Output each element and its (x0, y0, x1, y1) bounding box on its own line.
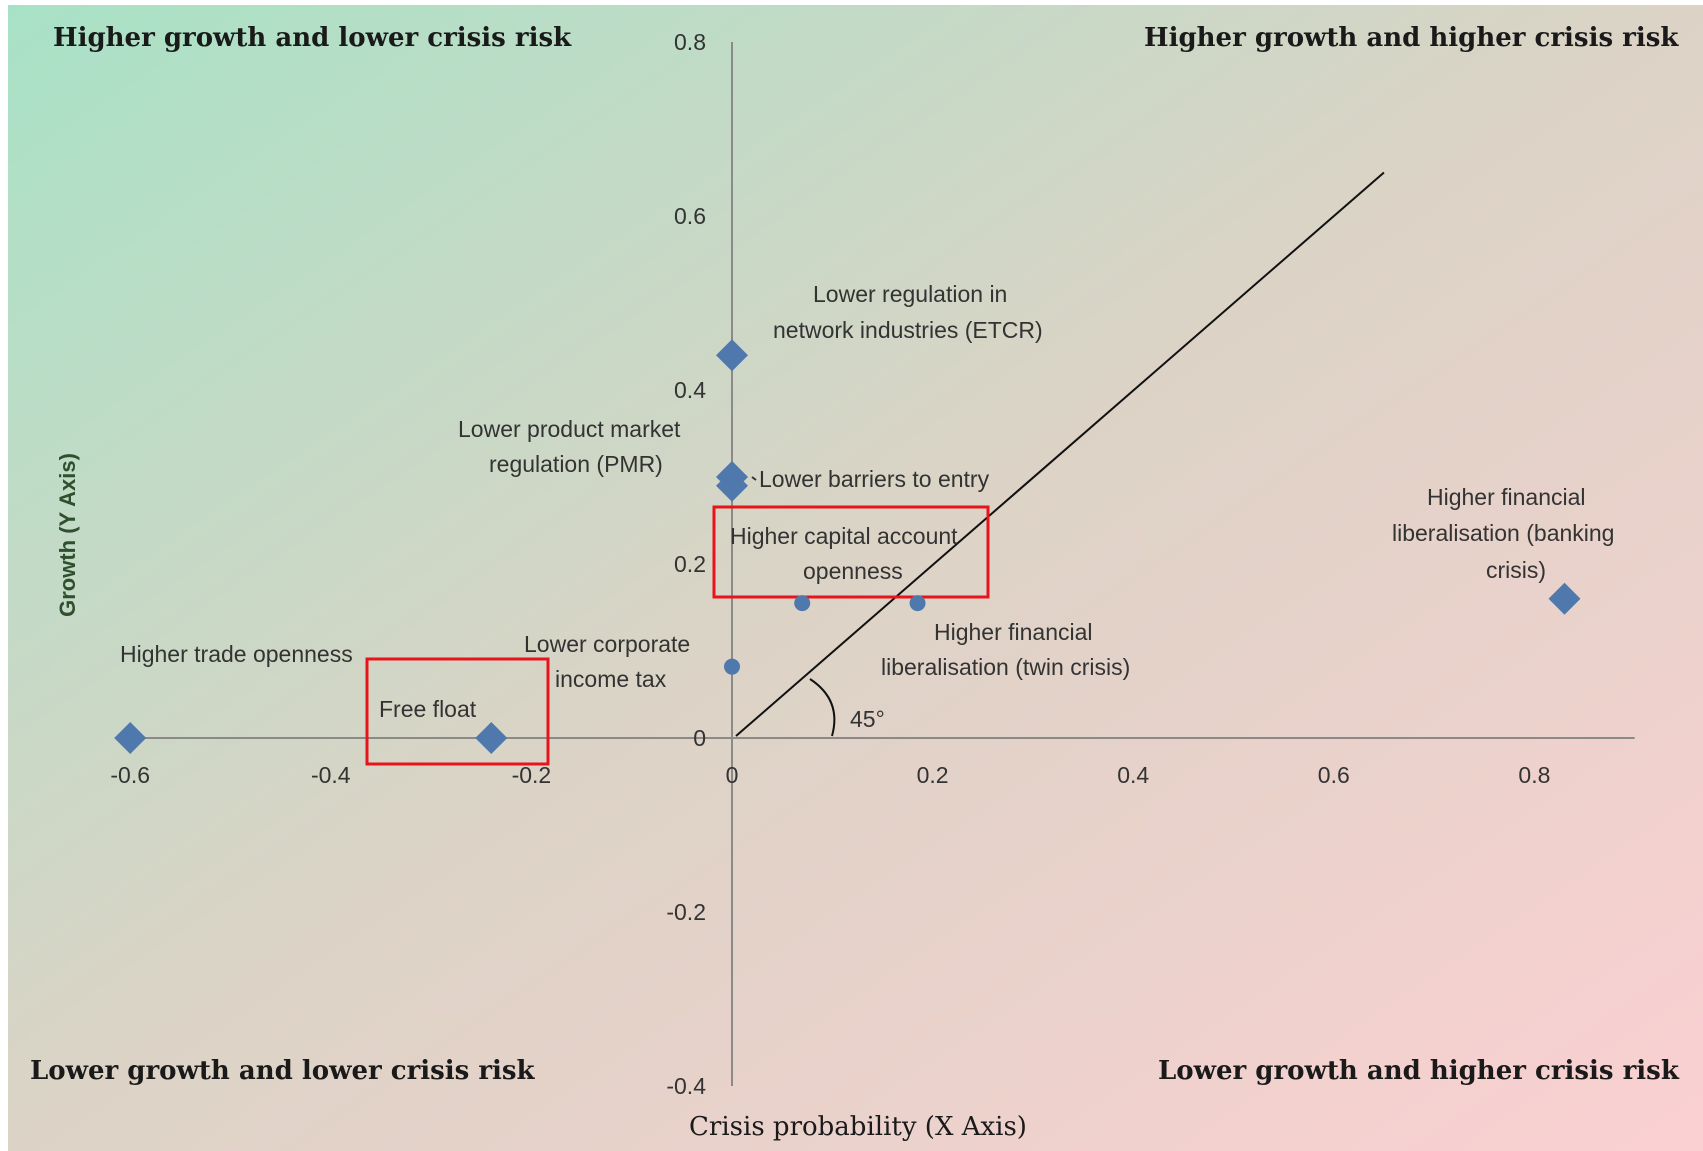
quadrant-label-bottom-right: Lower growth and higher crisis risk (1158, 1056, 1680, 1086)
highlight-box (712, 505, 990, 599)
angle-arc (809, 678, 836, 737)
y-tick-label: 0.8 (674, 29, 706, 55)
data-point-diamond (114, 722, 147, 754)
point-label: Lower barriers to entry (759, 466, 990, 492)
x-tick-label: 0.2 (917, 762, 949, 788)
reference-line-45 (735, 171, 1385, 737)
point-label: Higher trade openness (120, 641, 353, 667)
x-tick-label: 0.8 (1518, 762, 1550, 788)
data-point-circle (724, 658, 740, 675)
point-label: crisis) (1486, 557, 1546, 583)
data-point-circle (909, 595, 926, 612)
point-label: regulation (PMR) (489, 451, 663, 477)
chart-background (8, 5, 1703, 1151)
quadrant-label-top-right: Higher growth and higher crisis risk (1144, 23, 1679, 53)
point-label: liberalisation (twin crisis) (881, 654, 1130, 680)
point-label: openness (803, 558, 903, 584)
y-tick-label: 0.4 (674, 377, 706, 403)
data-point-diamond (475, 722, 508, 754)
point-label: network industries (ETCR) (773, 317, 1043, 343)
y-axis-title: Growth (Y Axis) (55, 453, 80, 617)
x-axis-title: Crisis probability (X Axis) (689, 1112, 1027, 1142)
angle-label: 45° (850, 706, 885, 732)
point-label: Higher financial (1427, 484, 1586, 510)
x-tick-label: -0.4 (311, 762, 351, 788)
point-label: income tax (555, 666, 667, 692)
x-tick-label: -0.6 (110, 762, 150, 788)
point-label: liberalisation (banking (1392, 520, 1614, 546)
label-connector (751, 476, 757, 481)
data-point-diamond (716, 469, 748, 502)
point-label: Higher capital account (730, 523, 958, 549)
point-label: Higher financial (934, 619, 1093, 645)
x-tick-label: 0.4 (1117, 762, 1149, 788)
highlight-box (365, 657, 550, 766)
quadrant-label-bottom-left: Lower growth and lower crisis risk (30, 1056, 536, 1086)
data-point-circle (794, 595, 811, 612)
y-tick-label: 0.2 (674, 551, 706, 577)
y-tick-label: 0 (693, 725, 706, 751)
x-tick-label: 0 (726, 762, 739, 788)
y-tick-label: -0.2 (666, 899, 706, 925)
data-point-diamond (716, 339, 748, 372)
point-label: Lower regulation in (813, 281, 1007, 307)
y-tick-label: -0.4 (666, 1073, 706, 1099)
x-tick-label: -0.2 (512, 762, 552, 788)
x-tick-label: 0.6 (1318, 762, 1350, 788)
point-label: Lower corporate (524, 631, 690, 657)
y-tick-label: 0.6 (674, 203, 706, 229)
data-point-diamond (1548, 582, 1581, 615)
point-label: Lower product market (458, 416, 681, 442)
quadrant-label-top-left: Higher growth and lower crisis risk (53, 23, 572, 53)
point-label: Free float (379, 696, 477, 722)
